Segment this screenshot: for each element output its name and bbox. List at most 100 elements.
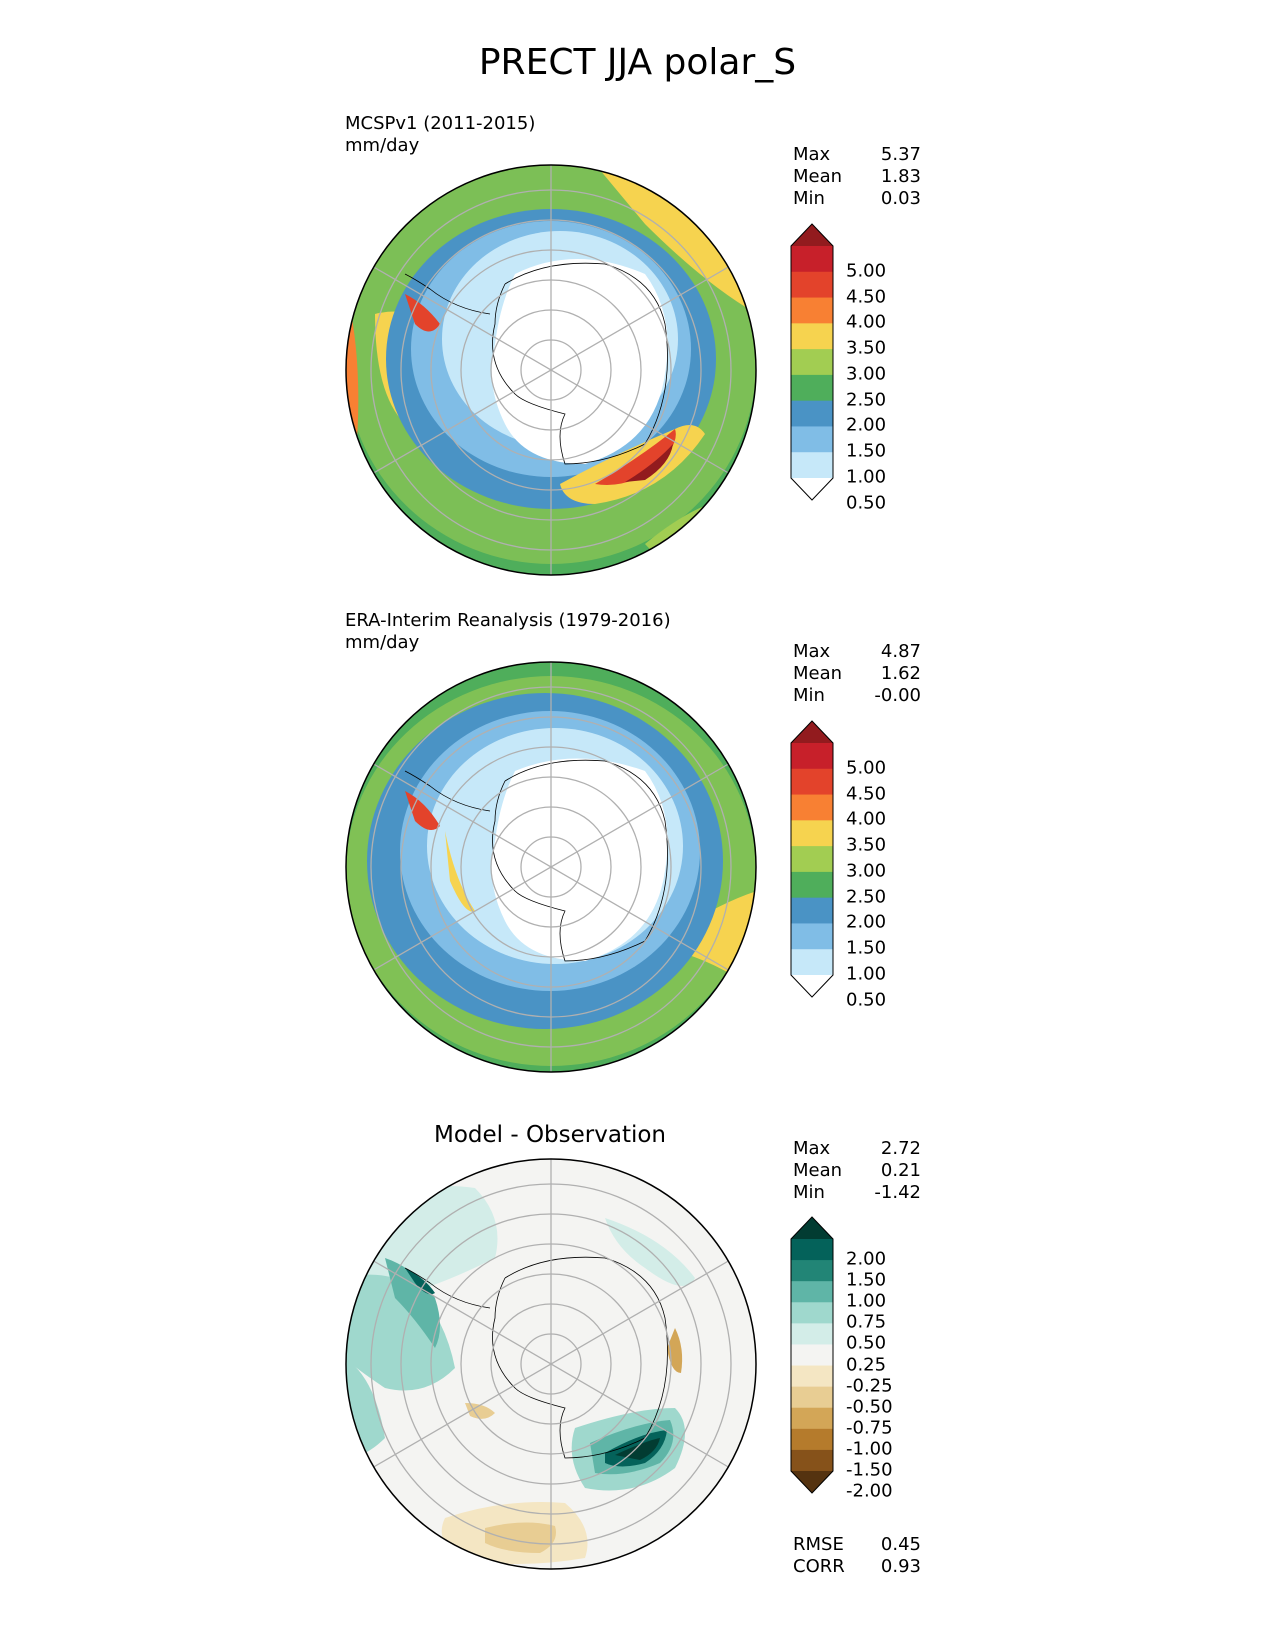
colorbar-swatch [791,1323,833,1345]
colorbar-extension-min [791,1471,833,1493]
colorbar-tick-label: 2.00 [846,1248,887,1270]
stats-box: Max 5.37 Mean 1.83 Min 0.03 [793,144,921,210]
colorbar-tick-label: 3.00 [846,860,887,882]
colorbar-tick-label: 0.50 [846,989,887,1011]
colorbar-tick-label: 5.00 [846,260,887,282]
colorbar-extension-max [791,1217,833,1239]
stats-box: Max 2.72 Mean 0.21 Min -1.42 [793,1138,921,1204]
panel-units: mm/day [345,632,420,653]
colorbar-extension-min [791,478,833,500]
colorbar-tick-label: 2.00 [846,911,887,933]
panel-label: Model - Observation [433,1122,667,1148]
stat-min-label: Min [793,685,825,706]
colorbar-tick-label: 3.50 [846,834,887,856]
colorbar-swatch [791,1302,833,1324]
colorbar-tick-label: -0.50 [846,1396,893,1418]
colorbar-tick-label: -0.25 [846,1375,893,1397]
polar-map-observation [345,661,757,1073]
colorbar-tick-label: 2.00 [846,414,887,436]
colorbar-swatch [791,743,833,770]
colorbar-swatch [791,452,833,479]
colorbar-tick-label: 0.50 [846,492,887,514]
colorbar-tick-label: 5.00 [846,757,887,779]
panel-label: ERA-Interim Reanalysis (1979-2016) mm/da… [345,610,671,654]
colorbar-swatch [791,1428,833,1451]
panel-label-text: MCSPv1 (2011-2015) [345,113,536,134]
colorbar-swatch [791,1365,833,1388]
colorbar-swatch [791,271,833,299]
colorbar-swatch [791,297,833,324]
colorbar-tick-label: 0.50 [846,1332,887,1354]
stat-mean-label: Mean [793,1160,843,1181]
colorbar-tick-label: 1.50 [846,440,887,462]
polar-map-difference [345,1158,757,1570]
stat-mean-label: Mean [793,663,843,684]
corr-value: 0.93 [880,1556,921,1577]
stat-mean: 1.62 [880,663,921,684]
stat-min: 0.03 [880,188,921,209]
colorbar-swatch [791,794,833,821]
colorbar-tick-label: 0.75 [846,1311,887,1333]
colorbar-swatch [791,400,833,427]
colorbar-swatch [791,374,833,402]
colorbar-swatch [791,923,833,950]
colorbar-swatch [791,426,833,453]
colorbar-swatch [791,323,833,350]
colorbar-tick-label: 4.00 [846,808,887,830]
colorbar-swatch [791,768,833,796]
colorbar-tick-label: 1.00 [846,466,887,488]
colorbar-swatch [791,1239,833,1261]
colorbar-tick-label: 4.50 [846,286,887,308]
rmse-value: 0.45 [880,1534,921,1555]
colorbar-tick-label: 4.00 [846,311,887,333]
colorbar-tick-label: 1.00 [846,963,887,985]
colorbar-tick-label: 2.50 [846,389,887,411]
stat-mean: 0.21 [880,1160,921,1181]
stat-max-label: Max [793,1138,831,1159]
colorbar-extension-max [791,721,833,743]
stat-max: 2.72 [880,1138,921,1159]
colorbar-swatch [791,1281,833,1303]
figure-title: PRECT JJA polar_S [478,42,797,83]
colorbar [790,223,834,501]
colorbar-tick-label: 3.50 [846,337,887,359]
colorbar-swatch [791,949,833,976]
stat-max-label: Max [793,144,831,165]
colorbar-extension-min [791,975,833,997]
colorbar-swatch [791,846,833,873]
colorbar-swatch [791,246,833,273]
colorbar-swatch [791,871,833,899]
colorbar-swatch [791,1260,833,1282]
panel-label: MCSPv1 (2011-2015) mm/day [345,113,535,157]
colorbar [790,1216,834,1494]
corr-label: CORR [793,1556,845,1577]
colorbar-swatch [791,1386,833,1409]
stat-mean-label: Mean [793,166,843,187]
panel-units: mm/day [345,135,420,156]
stat-max: 5.37 [880,144,921,165]
metrics-box: RMSE 0.45 CORR 0.93 [793,1534,921,1578]
colorbar-swatch [791,1407,833,1430]
colorbar-tick-label: 2.50 [846,886,887,908]
colorbar-swatch [791,897,833,924]
colorbar-swatch [791,1449,833,1472]
colorbar-swatch [791,820,833,847]
colorbar-tick-label: -1.00 [846,1438,893,1460]
colorbar-swatch [791,1344,833,1367]
stat-min-label: Min [793,188,825,209]
stat-min: -0.00 [874,685,921,706]
colorbar-tick-label: -2.00 [846,1480,893,1502]
panel-label-text: ERA-Interim Reanalysis (1979-2016) [345,610,671,631]
stat-max-label: Max [793,641,831,662]
colorbar-swatch [791,349,833,376]
colorbar-extension-max [791,224,833,246]
stat-max: 4.87 [880,641,921,662]
colorbar-tick-label: -0.75 [846,1417,893,1439]
stat-min: -1.42 [874,1182,921,1203]
stats-box: Max 4.87 Mean 1.62 Min -0.00 [793,641,921,707]
colorbar-tick-label: 0.25 [846,1354,887,1376]
colorbar-tick-label: 3.00 [846,363,887,385]
rmse-label: RMSE [793,1534,844,1555]
colorbar-tick-label: -1.50 [846,1459,893,1481]
colorbar-tick-label: 4.50 [846,783,887,805]
